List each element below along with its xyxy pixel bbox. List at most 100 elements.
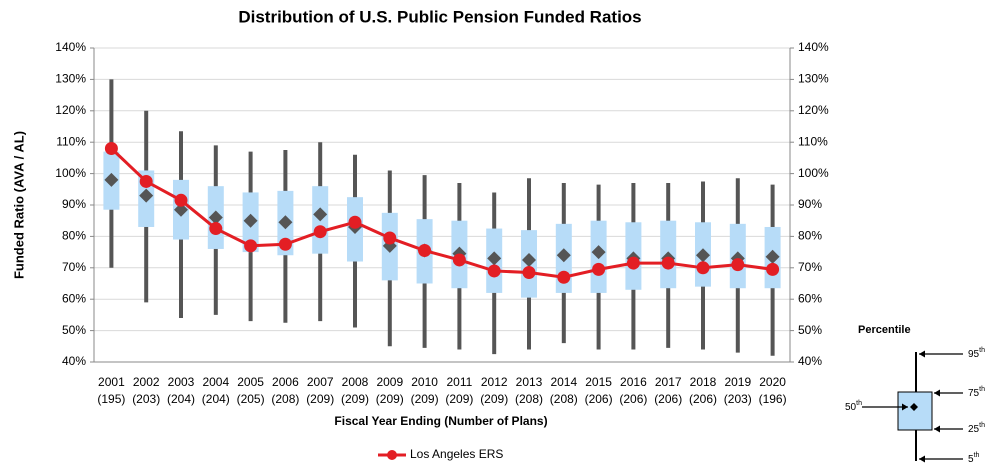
plan-count-label: (204) [202, 392, 230, 406]
plan-count-label: (208) [515, 392, 543, 406]
median-marker [174, 202, 188, 217]
key-label: 75th [968, 386, 985, 399]
series-point [209, 222, 223, 236]
key-label-num: 75 [968, 388, 980, 399]
series-point [244, 239, 258, 253]
x-axis-title: Fiscal Year Ending (Number of Plans) [334, 414, 547, 428]
y-tick-label: 50% [62, 323, 86, 337]
plan-count-label: (206) [585, 392, 613, 406]
key-label-num: 25 [968, 424, 980, 435]
x-tick-label: 2005 [237, 375, 264, 389]
y-tick-label: 70% [62, 260, 86, 274]
y2-tick-label: 70% [798, 260, 822, 274]
series-point [696, 261, 710, 275]
x-tick-label: 2015 [585, 375, 612, 389]
x-tick-label: 2019 [724, 375, 751, 389]
y2-tick-label: 90% [798, 197, 822, 211]
series-point [139, 174, 153, 188]
key-arrowhead [934, 425, 940, 433]
series-point [557, 270, 571, 284]
median-marker [765, 249, 780, 264]
x-tick-label: 2020 [759, 375, 786, 389]
y2-tick-label: 100% [798, 166, 829, 180]
series-point [452, 253, 466, 267]
plan-count-label: (208) [550, 392, 578, 406]
x-tick-label: 2013 [516, 375, 543, 389]
median-marker [313, 207, 328, 222]
x-tick-label: 2003 [168, 375, 195, 389]
y-tick-label: 130% [55, 72, 86, 86]
key-label-num: 5 [968, 454, 974, 465]
series-point [731, 258, 745, 272]
key-arrowhead [919, 455, 925, 463]
key-label-sup: th [979, 347, 985, 354]
plan-count-label: (209) [480, 392, 508, 406]
plan-count-label: (196) [759, 392, 787, 406]
y-axis-title: Funded Ratio (AVA / AL) [11, 131, 26, 279]
plan-count-label: (203) [132, 392, 160, 406]
y-tick-label: 110% [56, 134, 86, 148]
x-tick-label: 2002 [133, 375, 160, 389]
plan-count-label: (203) [724, 392, 752, 406]
key-arrowhead [919, 350, 925, 358]
plan-count-label: (208) [271, 392, 299, 406]
key-label: 50th [845, 400, 862, 413]
median-marker [243, 213, 258, 228]
y-tick-label: 60% [62, 291, 86, 305]
series-point [174, 193, 188, 207]
series-point [766, 262, 780, 276]
plan-count-label: (209) [376, 392, 404, 406]
key-title: Percentile [858, 324, 911, 336]
series-point [418, 244, 432, 258]
series-point [348, 215, 362, 229]
y2-tick-label: 40% [798, 354, 822, 368]
x-tick-label: 2007 [307, 375, 334, 389]
plan-count-label: (209) [341, 392, 369, 406]
key-label: 5th [968, 452, 980, 465]
y2-tick-label: 50% [798, 323, 822, 337]
x-tick-label: 2017 [655, 375, 682, 389]
y2-tick-label: 60% [798, 291, 822, 305]
y2-tick-label: 130% [798, 72, 829, 86]
y2-tick-label: 80% [798, 229, 822, 243]
series-point [383, 231, 397, 245]
plan-count-label: (206) [619, 392, 647, 406]
key-label-sup: th [856, 400, 862, 407]
key-box [897, 391, 933, 431]
x-tick-label: 2009 [376, 375, 403, 389]
y-tick-label: 90% [62, 197, 86, 211]
x-tick-label: 2012 [481, 375, 508, 389]
series-point [626, 256, 640, 270]
plan-count-label: (209) [445, 392, 473, 406]
x-tick-label: 2014 [550, 375, 577, 389]
key-arrowhead [902, 403, 908, 411]
key-label-num: 50 [845, 402, 857, 413]
plan-count-label: (209) [411, 392, 439, 406]
chart-title: Distribution of U.S. Public Pension Fund… [238, 7, 641, 26]
series-point [592, 262, 606, 276]
x-tick-label: 2008 [342, 375, 369, 389]
median-marker [278, 215, 293, 230]
plan-count-label: (206) [654, 392, 682, 406]
y-tick-label: 40% [62, 354, 86, 368]
median-marker [208, 210, 223, 225]
series-point [487, 264, 501, 278]
key-label-num: 95 [968, 349, 980, 360]
x-tick-label: 2010 [411, 375, 438, 389]
series-point [661, 256, 675, 270]
median-marker [556, 248, 571, 263]
legend-label: Los Angeles ERS [410, 447, 503, 461]
key-label: 25th [968, 422, 985, 435]
y-tick-label: 100% [55, 166, 86, 180]
median-marker [696, 248, 710, 263]
series-point [522, 266, 536, 280]
x-tick-label: 2018 [690, 375, 717, 389]
series-point [278, 237, 292, 251]
median-marker [487, 251, 502, 266]
key-label-sup: th [979, 422, 985, 429]
key-median [910, 403, 918, 411]
series-point [313, 225, 327, 239]
key-arrowhead [934, 389, 940, 397]
x-tick-label: 2006 [272, 375, 299, 389]
